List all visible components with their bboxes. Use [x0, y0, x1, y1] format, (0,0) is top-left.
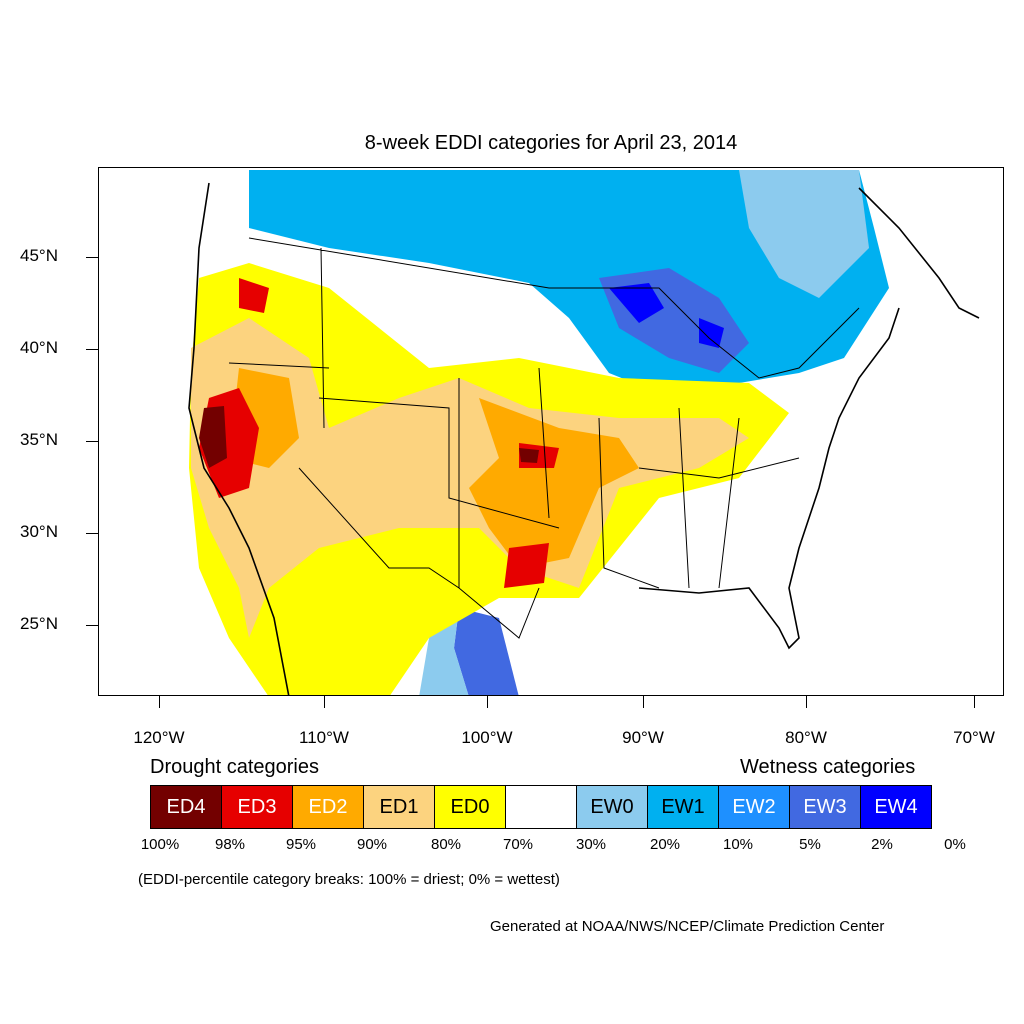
lon-tick — [974, 696, 975, 708]
lon-tick — [487, 696, 488, 708]
lat-tick — [86, 533, 98, 534]
legend-box-ew3: EW3 — [789, 785, 861, 829]
lat-label-45: 45°N — [20, 246, 58, 265]
percentile-label: 30% — [575, 836, 607, 853]
legend-box-ew2: EW2 — [718, 785, 790, 829]
drought-ed1-region — [191, 318, 749, 638]
percentile-label: 98% — [214, 836, 246, 853]
drought-categories-heading: Drought categories — [150, 756, 319, 778]
percentile-label: 2% — [871, 836, 893, 853]
percentile-label: 80% — [430, 836, 462, 853]
lat-tick — [86, 625, 98, 626]
wet-region-lake-core — [609, 283, 724, 348]
percentile-label: 5% — [799, 836, 821, 853]
wet-region-texas — [454, 608, 519, 695]
eddi-map — [188, 170, 980, 695]
border-lines — [228, 237, 860, 639]
legend-box-ew4: EW4 — [860, 785, 932, 829]
legend-box-ed4: ED4 — [150, 785, 222, 829]
lon-tick — [806, 696, 807, 708]
percentile-label: 90% — [356, 836, 388, 853]
map-area — [98, 167, 1004, 696]
legend-box-ed2: ED2 — [292, 785, 364, 829]
lon-label-80: 80°W — [785, 728, 827, 747]
lon-tick — [643, 696, 644, 708]
legend-box-ed0: ED0 — [434, 785, 506, 829]
lat-tick — [86, 349, 98, 350]
legend-box-ed3: ED3 — [221, 785, 293, 829]
lon-label-100: 100°W — [461, 728, 513, 747]
legend-box-neutral — [505, 785, 577, 829]
lon-label-120: 120°W — [133, 728, 185, 747]
legend-colorbar: ED4 ED3 ED2 ED1 ED0 EW0 EW1 EW2 EW3 EW4 — [150, 785, 932, 829]
percentile-label: 70% — [502, 836, 534, 853]
drought-ed2-region — [229, 368, 639, 568]
percentile-label: 0% — [944, 836, 966, 853]
legend-box-ew1: EW1 — [647, 785, 719, 829]
coastline — [188, 182, 980, 695]
wetness-categories-heading: Wetness categories — [740, 756, 916, 778]
lat-label-25: 25°N — [20, 614, 58, 633]
lat-label-30: 30°N — [20, 522, 58, 541]
legend-box-ed1: ED1 — [363, 785, 435, 829]
lon-tick — [159, 696, 160, 708]
lon-label-110: 110°W — [299, 728, 349, 747]
lon-tick — [324, 696, 325, 708]
lon-label-70: 70°W — [953, 728, 995, 747]
drought-ed3-region — [199, 278, 559, 588]
map-title: 8-week EDDI categories for April 23, 201… — [364, 132, 738, 154]
percentile-label: 100% — [140, 836, 180, 853]
lat-label-35: 35°N — [20, 430, 58, 449]
category-breaks-note: (EDDI-percentile category breaks: 100% =… — [138, 871, 560, 888]
lat-tick — [86, 257, 98, 258]
percentile-label: 20% — [649, 836, 681, 853]
legend-box-ew0: EW0 — [576, 785, 648, 829]
percentile-label: 10% — [722, 836, 754, 853]
lat-tick — [86, 441, 98, 442]
lat-label-40: 40°N — [20, 338, 58, 357]
credit-line: Generated at NOAA/NWS/NCEP/Climate Predi… — [490, 918, 885, 935]
percentile-label: 95% — [285, 836, 317, 853]
wet-region-texas-light — [419, 608, 469, 695]
wet-region-light — [739, 170, 869, 298]
lon-label-90: 90°W — [622, 728, 664, 747]
